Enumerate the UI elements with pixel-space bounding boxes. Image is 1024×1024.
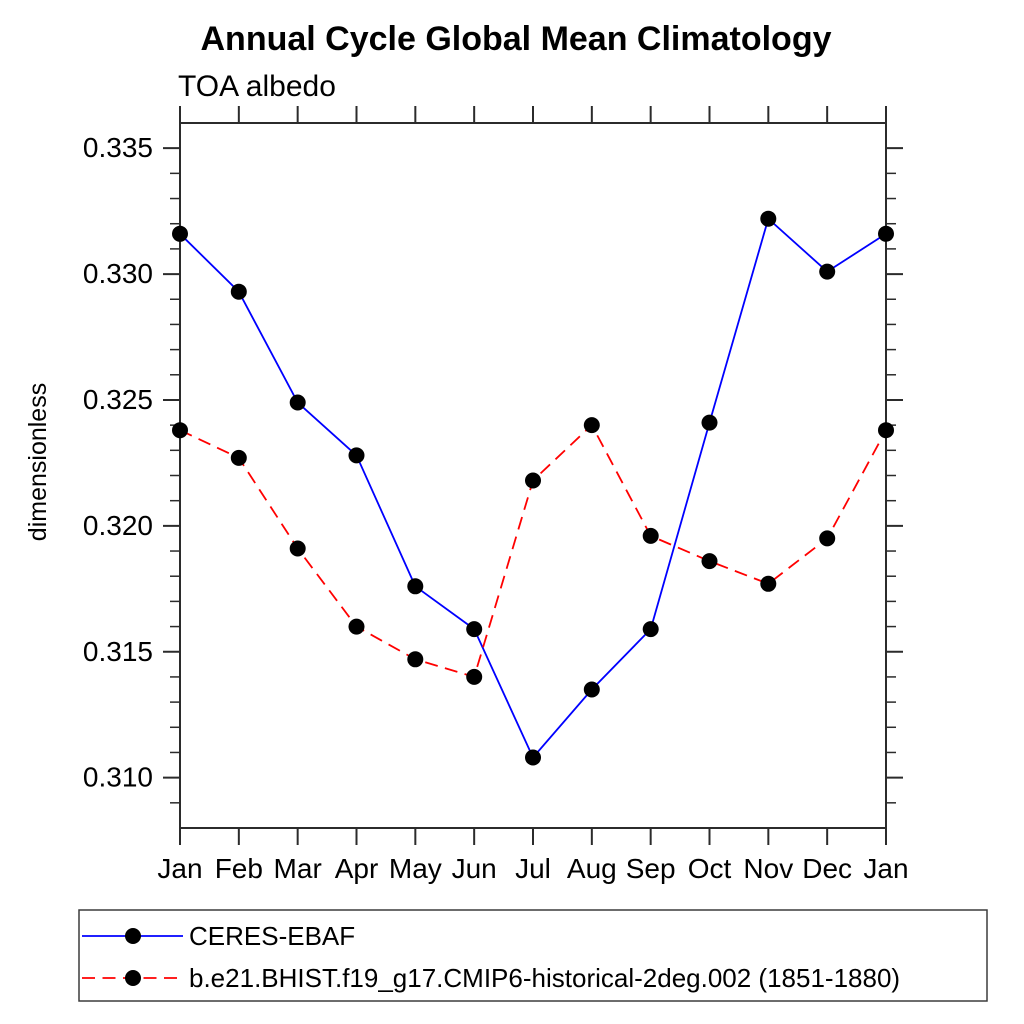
y-tick-label: 0.315 xyxy=(83,636,153,667)
legend-marker-ceres xyxy=(125,928,141,944)
model-marker xyxy=(642,527,659,544)
legend-entry-model: b.e21.BHIST.f19_g17.CMIP6-historical-2de… xyxy=(82,963,900,993)
legend-label-model: b.e21.BHIST.f19_g17.CMIP6-historical-2de… xyxy=(189,963,900,993)
ceres-ebaf-marker xyxy=(819,263,836,280)
x-tick-label: Oct xyxy=(688,853,732,884)
x-tick-label: Nov xyxy=(743,853,793,884)
model-marker xyxy=(348,618,365,635)
ceres-ebaf-marker xyxy=(701,414,718,431)
x-tick-label: Feb xyxy=(215,853,263,884)
model-marker xyxy=(583,417,600,434)
model-marker xyxy=(878,422,894,439)
x-tick-label: Jul xyxy=(515,853,551,884)
y-tick-label: 0.310 xyxy=(83,762,153,793)
ceres-ebaf-marker xyxy=(407,578,424,595)
x-tick-label: Aug xyxy=(567,853,617,884)
y-axis-label: dimensionless xyxy=(24,383,52,541)
y-tick-label: 0.335 xyxy=(83,132,153,163)
y-tick-label: 0.320 xyxy=(83,510,153,541)
legend-marker-model xyxy=(125,970,141,986)
chart-title: Annual Cycle Global Mean Climatology xyxy=(201,20,832,58)
x-tick-label: Apr xyxy=(335,853,379,884)
model-marker xyxy=(289,540,306,557)
legend-label-ceres: CERES-EBAF xyxy=(189,921,355,951)
x-tick-label: Jun xyxy=(452,853,497,884)
model-marker xyxy=(407,651,424,668)
chart-subtitle: TOA albedo xyxy=(178,70,336,103)
model-marker xyxy=(525,472,541,489)
model-marker xyxy=(172,422,188,439)
ceres-ebaf-marker xyxy=(642,621,659,638)
x-tick-label: Jan xyxy=(863,853,908,884)
y-tick-label: 0.330 xyxy=(83,258,153,289)
x-tick-label: Jan xyxy=(157,853,202,884)
legend-box xyxy=(78,909,988,1002)
ceres-ebaf-marker xyxy=(878,225,894,242)
x-tick-label: Mar xyxy=(274,853,322,884)
legend: CERES-EBAF b.e21.BHIST.f19_g17.CMIP6-his… xyxy=(78,909,988,1002)
ceres-ebaf-marker xyxy=(172,225,188,242)
model-marker xyxy=(819,530,836,547)
legend-entry-ceres: CERES-EBAF xyxy=(82,921,355,951)
ceres-ebaf-marker xyxy=(466,621,483,638)
ceres-ebaf-marker xyxy=(760,210,777,227)
ceres-ebaf-marker xyxy=(230,283,247,300)
model-marker xyxy=(230,449,247,466)
model-line xyxy=(179,423,887,679)
ceres-ebaf-marker xyxy=(348,447,365,464)
x-tick-label: Sep xyxy=(626,853,676,884)
plot-area: Jan Feb Mar Apr May Jun Jul Aug Sep Oct Nov Dec Jan 0… xyxy=(83,106,909,884)
ceres-ebaf-marker xyxy=(525,749,541,766)
x-tick-label: May xyxy=(389,853,442,884)
ceres-ebaf-marker xyxy=(289,394,306,411)
x-tick-label: Dec xyxy=(802,853,852,884)
model-marker xyxy=(701,553,718,570)
y-tick-label: 0.325 xyxy=(83,384,153,415)
ceres-ebaf-marker xyxy=(583,681,600,698)
model-marker xyxy=(760,575,777,592)
model-marker xyxy=(466,668,483,685)
